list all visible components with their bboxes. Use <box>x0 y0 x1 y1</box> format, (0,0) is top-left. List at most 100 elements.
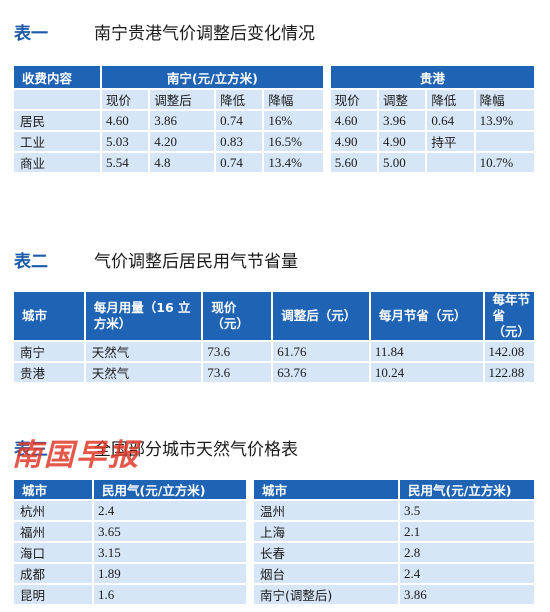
city: 上海 <box>254 522 398 541</box>
t2-header: 每月用量（16 立方米） <box>85 292 202 340</box>
cell: 5.60 <box>330 153 378 172</box>
sub-header: 降低 <box>216 90 263 109</box>
table2-title: 表二 气价调整后居民用气节省量 <box>14 248 298 276</box>
price: 3.5 <box>400 501 534 520</box>
table1-heading: 南宁贵港气价调整后变化情况 <box>94 24 315 44</box>
sub-header: 降幅 <box>264 90 323 109</box>
cell: 16.5% <box>264 132 323 151</box>
table-row: 工业 5.03 4.20 0.83 16.5% 4.90 4.90 持平 <box>14 132 534 151</box>
price: 1.89 <box>94 564 246 583</box>
cell: 10.24 <box>370 363 483 382</box>
sub-empty <box>14 90 100 109</box>
t3-header: 城市 <box>254 480 398 499</box>
table1-title: 表一 南宁贵港气价调整后变化情况 <box>14 20 315 48</box>
cell: 5.00 <box>379 153 426 172</box>
sub-header: 降幅 <box>475 90 534 109</box>
price: 2.4 <box>400 564 534 583</box>
cell: 4.90 <box>330 132 378 151</box>
table3-heading: 全国部分城市天然气价格表 <box>94 440 298 460</box>
cell: 4.60 <box>102 111 149 130</box>
table2: 城市 每月用量（16 立方米） 现价（元） 调整后（元） 每月节省（元） 每年节… <box>12 290 536 384</box>
table-row: 居民 4.60 3.86 0.74 16% 4.60 3.96 0.64 13.… <box>14 111 534 130</box>
table-row: 贵港 天然气 73.6 63.76 10.24 122.88 <box>14 363 534 382</box>
t3-header: 城市 <box>14 480 92 499</box>
price: 3.65 <box>94 522 246 541</box>
header-guigang: 贵港 <box>330 66 534 88</box>
table-row: 商业 5.54 4.8 0.74 13.4% 5.60 5.00 10.7% <box>14 153 534 172</box>
cell: 63.76 <box>273 363 369 382</box>
cell: 0.64 <box>427 111 474 130</box>
city: 烟台 <box>254 564 398 583</box>
table-row: 福州 3.65 上海 2.1 <box>14 522 534 541</box>
cell: 3.86 <box>150 111 215 130</box>
table2-heading: 气价调整后居民用气节省量 <box>94 252 298 272</box>
table2-label: 表二 <box>14 252 48 272</box>
t3-header: 民用气(元/立方米) <box>400 480 534 499</box>
cell: 13.4% <box>264 153 323 172</box>
t2-header: 现价（元） <box>203 292 272 340</box>
cell: 3.96 <box>379 111 426 130</box>
cell: 73.6 <box>203 363 272 382</box>
row-name: 工业 <box>14 132 100 151</box>
cell: 天然气 <box>85 363 202 382</box>
table-row: 南宁 天然气 73.6 61.76 11.84 142.08 <box>14 342 534 361</box>
t3-header: 民用气(元/立方米) <box>94 480 246 499</box>
cell: 122.88 <box>484 363 534 382</box>
city: 温州 <box>254 501 398 520</box>
row-name: 居民 <box>14 111 100 130</box>
row-name: 贵港 <box>14 363 84 382</box>
table3: 城市 民用气(元/立方米) 城市 民用气(元/立方米) 杭州 2.4 温州 3.… <box>12 478 536 606</box>
price: 2.4 <box>94 501 246 520</box>
header-item: 收费内容 <box>14 66 100 88</box>
sub-header: 现价 <box>102 90 149 109</box>
header-nanning: 南宁(元/立方米) <box>102 66 323 88</box>
price: 3.15 <box>94 543 246 562</box>
cell: 4.60 <box>330 111 378 130</box>
table-row: 成都 1.89 烟台 2.4 <box>14 564 534 583</box>
cell <box>475 132 534 151</box>
table3-label: 表三 <box>14 440 48 460</box>
cell: 61.76 <box>273 342 369 361</box>
city: 成都 <box>14 564 92 583</box>
price: 2.1 <box>400 522 534 541</box>
cell: 持平 <box>427 132 474 151</box>
cell: 16% <box>264 111 323 130</box>
table1: 收费内容 南宁(元/立方米) 贵港 现价 调整后 降低 降幅 现价 调整 降低 … <box>12 64 536 174</box>
t2-header: 城市 <box>14 292 84 340</box>
t2-header: 每年节省（元） <box>484 292 534 340</box>
cell: 11.84 <box>370 342 483 361</box>
price: 3.86 <box>400 585 534 604</box>
table-row: 昆明 1.6 南宁(调整后) 3.86 <box>14 585 534 604</box>
table3-title: 表三 全国部分城市天然气价格表 <box>14 436 298 464</box>
city: 长春 <box>254 543 398 562</box>
t2-header: 调整后（元） <box>273 292 369 340</box>
city: 杭州 <box>14 501 92 520</box>
row-name: 南宁 <box>14 342 84 361</box>
t2-header: 每月节省（元） <box>370 292 483 340</box>
city: 海口 <box>14 543 92 562</box>
table-row: 杭州 2.4 温州 3.5 <box>14 501 534 520</box>
sub-header: 调整后 <box>150 90 215 109</box>
cell: 0.74 <box>216 153 263 172</box>
city: 福州 <box>14 522 92 541</box>
cell: 5.03 <box>102 132 149 151</box>
price: 1.6 <box>94 585 246 604</box>
cell: 4.8 <box>150 153 215 172</box>
cell: 0.83 <box>216 132 263 151</box>
cell: 4.90 <box>379 132 426 151</box>
city: 南宁(调整后) <box>254 585 398 604</box>
table1-label: 表一 <box>14 24 48 44</box>
cell: 0.74 <box>216 111 263 130</box>
cell: 天然气 <box>85 342 202 361</box>
sub-header: 降低 <box>427 90 474 109</box>
row-name: 商业 <box>14 153 100 172</box>
cell: 10.7% <box>475 153 534 172</box>
cell: 142.08 <box>484 342 534 361</box>
cell <box>427 153 474 172</box>
cell: 13.9% <box>475 111 534 130</box>
cell: 73.6 <box>203 342 272 361</box>
cell: 4.20 <box>150 132 215 151</box>
sub-header: 现价 <box>330 90 378 109</box>
price: 2.8 <box>400 543 534 562</box>
city: 昆明 <box>14 585 92 604</box>
